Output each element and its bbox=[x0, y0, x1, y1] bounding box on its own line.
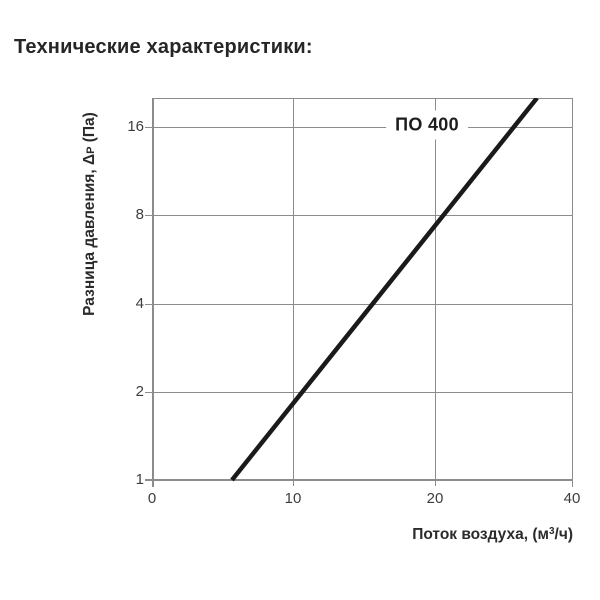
y-axis-title-units: (Па) bbox=[81, 112, 98, 147]
gridline-y-16 bbox=[152, 127, 572, 128]
y-axis-title-text: Разница давления, Δ bbox=[81, 153, 98, 316]
chart-plot-area: ПО 400 bbox=[145, 98, 573, 487]
x-axis-title-sup: 3 bbox=[548, 526, 555, 537]
x-tick-label-0: 0 bbox=[147, 490, 157, 507]
plot-right-border bbox=[572, 98, 573, 487]
y-axis-title: Разница давления, ΔP (Па) bbox=[81, 112, 99, 316]
series-label: ПО 400 bbox=[386, 110, 468, 140]
y-tick-mark-2 bbox=[145, 392, 152, 393]
y-tick-label-4: 4 bbox=[135, 295, 144, 312]
y-tick-label-16: 16 bbox=[127, 118, 144, 135]
page-title: Технические характеристики: bbox=[14, 36, 313, 58]
gridline-x-20 bbox=[435, 98, 436, 486]
gridline-y-2 bbox=[152, 392, 572, 393]
y-axis-title-p: P bbox=[85, 146, 97, 154]
gridline-y-8 bbox=[152, 215, 572, 216]
data-line-po400 bbox=[230, 98, 539, 482]
y-tick-label-1: 1 bbox=[135, 471, 144, 488]
y-axis-line bbox=[152, 98, 154, 487]
y-tick-label-2: 2 bbox=[135, 383, 144, 400]
gridline-y-4 bbox=[152, 304, 572, 305]
x-tick-label-40: 40 bbox=[563, 490, 581, 507]
y-tick-mark-4 bbox=[145, 304, 152, 305]
x-axis-title-units: /ч) bbox=[554, 526, 573, 543]
x-tick-label-20: 20 bbox=[426, 490, 444, 507]
y-tick-mark-16 bbox=[145, 127, 152, 128]
gridline-x-10 bbox=[293, 98, 294, 486]
plot-top-border bbox=[152, 98, 573, 99]
y-tick-label-8: 8 bbox=[135, 206, 144, 223]
y-tick-mark-8 bbox=[145, 215, 152, 216]
x-tick-label-10: 10 bbox=[284, 490, 302, 507]
x-axis-line bbox=[145, 479, 573, 481]
x-axis-title-text: Поток воздуха, (м bbox=[412, 526, 549, 543]
x-axis-title: Поток воздуха, (м3/ч) bbox=[412, 526, 573, 544]
data-line-svg bbox=[230, 98, 539, 482]
